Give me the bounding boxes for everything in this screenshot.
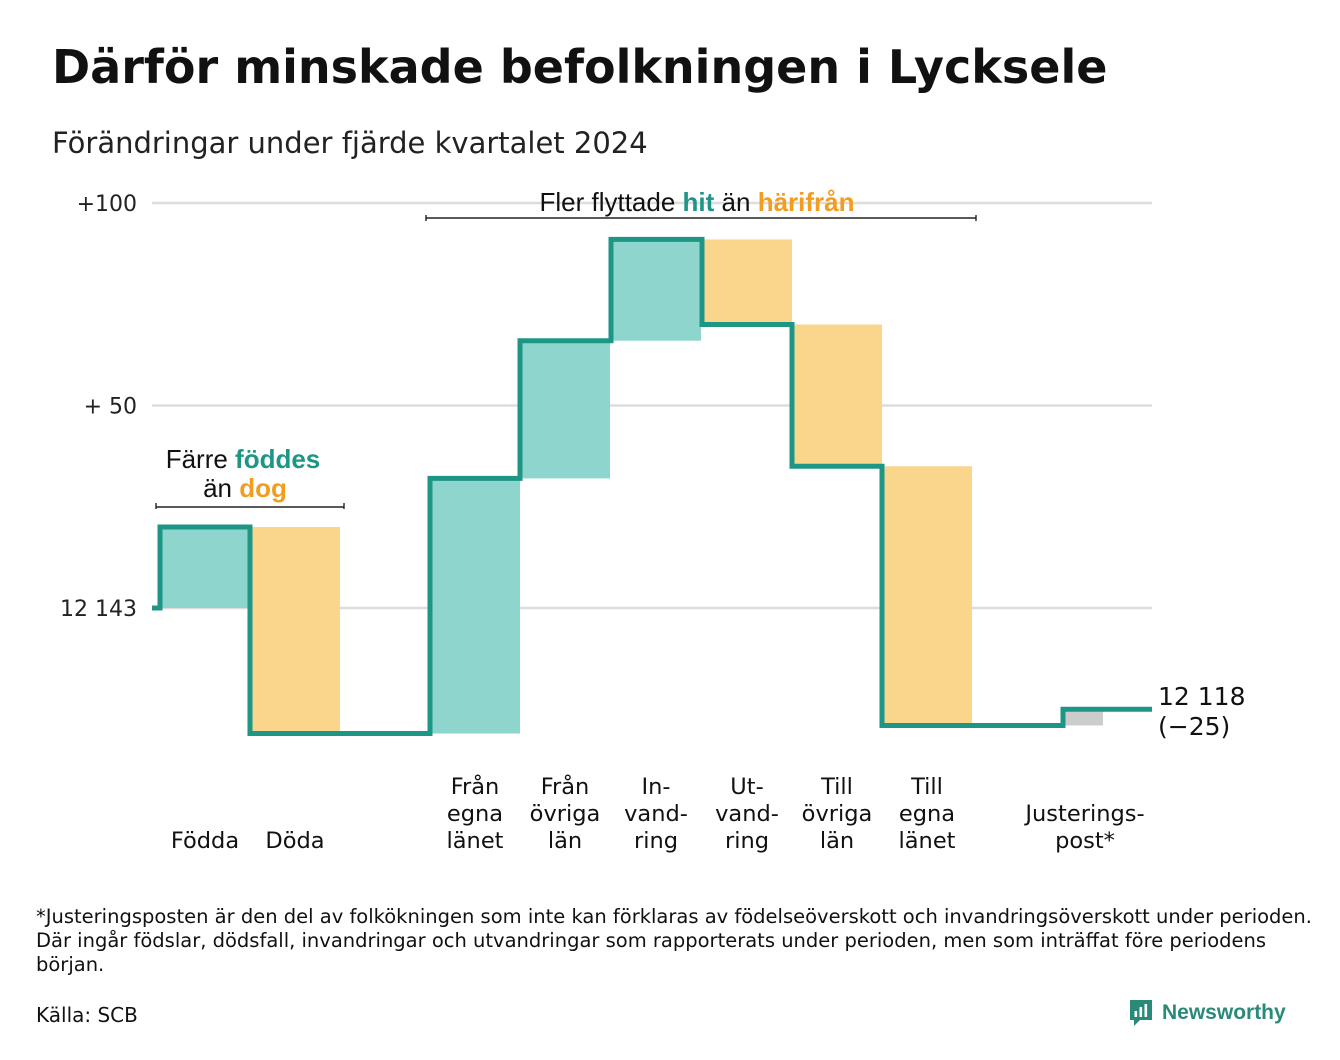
x-label: Till övriga län (802, 774, 873, 854)
bar-från-egna-länet (430, 478, 520, 734)
y-tick-label: 12 143 (60, 597, 137, 622)
bar-till-övriga-län (792, 324, 882, 467)
bar-födda (160, 527, 250, 608)
annotation-births-line1: Färre föddes (166, 444, 321, 474)
annotation-births-line2: än dog (203, 473, 287, 503)
x-label: Döda (265, 828, 324, 854)
bar-döda (250, 527, 340, 734)
y-tick-label: + 50 (84, 395, 137, 420)
x-label: Från övriga län (530, 772, 601, 854)
annotation-births-bracket (155, 503, 345, 509)
chart-subtitle: Förändringar under fjärde kvartalet 2024 (52, 126, 648, 160)
brand-logo: Newsworthy (1128, 998, 1286, 1028)
y-tick-label: +100 (77, 192, 137, 217)
x-label: Födda (171, 828, 239, 854)
x-label: In-vand-ring (624, 774, 688, 854)
bar-utvandring (702, 239, 792, 325)
brand-name: Newsworthy (1162, 1001, 1286, 1024)
newsworthy-logo-icon (1130, 1000, 1152, 1026)
bar-till-egna-länet (882, 466, 972, 726)
x-label: Ut-vand-ring (715, 774, 779, 854)
bar-justeringspost- (1063, 709, 1103, 726)
x-label: Till egna länet (899, 774, 956, 854)
x-axis-labels: Födda Döda Från egna länet Från övriga län In-va… (171, 772, 1145, 854)
x-label: Från egna länet (447, 772, 504, 854)
source-note: Källa: SCB (36, 1003, 138, 1027)
chart-title: Därför minskade befolkningen i Lycksele (52, 40, 1108, 94)
waterfall-chart: +100 + 50 12 143 Födda Döda Från egna länet Frå… (60, 187, 1245, 854)
footnote: *Justeringsposten är den del av folkökni… (36, 905, 1312, 976)
bar-invandring (611, 239, 701, 341)
bar-från-övriga-län (520, 340, 610, 479)
end-value-label: 12 118 (1158, 682, 1245, 711)
end-change-label: (−25) (1158, 712, 1230, 741)
waterfall-bars (160, 239, 1103, 734)
x-label: Justerings-post* (1023, 801, 1144, 854)
annotation-migration-bracket (425, 215, 977, 221)
step-line-group (152, 236, 1152, 736)
y-axis-tick-labels: +100 + 50 12 143 (60, 192, 137, 622)
step-line (152, 236, 1152, 736)
annotation-migration: Fler flyttade hit än härifrån (539, 187, 854, 217)
